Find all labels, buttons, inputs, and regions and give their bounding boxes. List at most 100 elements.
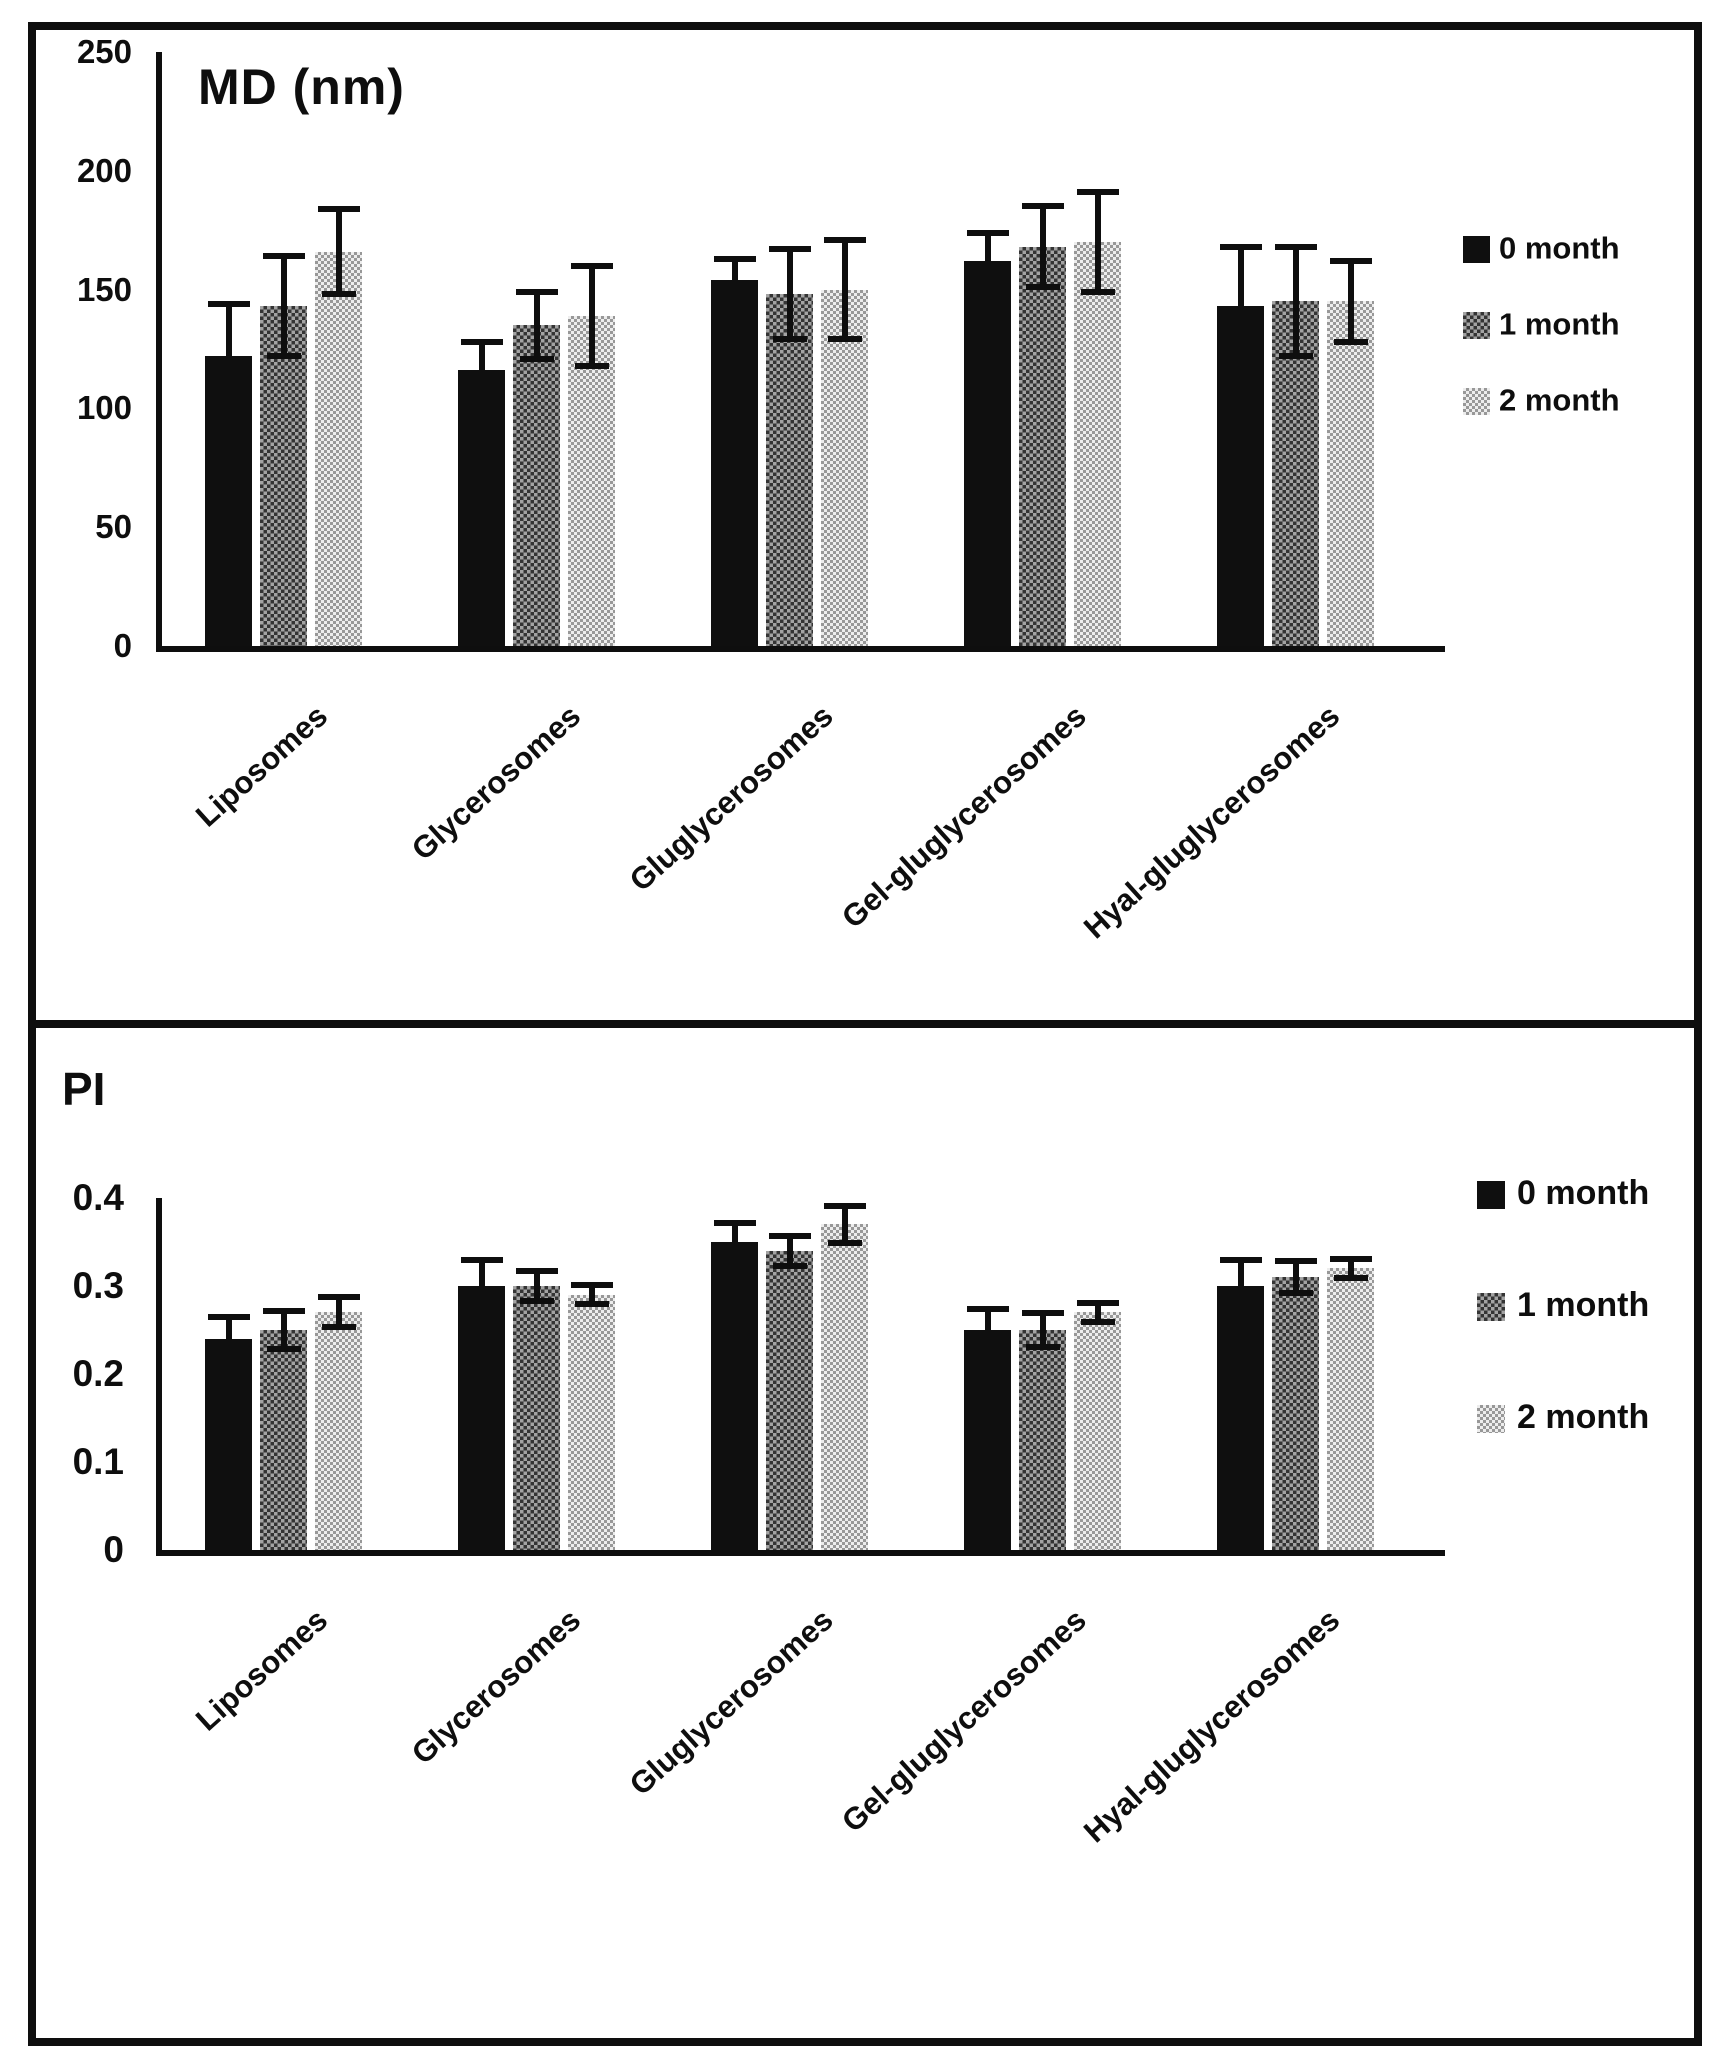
- bar-0month-liposomes: [205, 1338, 252, 1550]
- x-axis-line: [156, 646, 1445, 652]
- error-bar-stem: [280, 1310, 287, 1350]
- y-tick-label: 0: [103, 1529, 124, 1570]
- y-tick-label: 0.2: [72, 1353, 124, 1394]
- y-tick-label: 250: [76, 33, 132, 70]
- md-panel-title: MD (nm): [198, 59, 405, 115]
- bar-2month-glycerosomes: [568, 1294, 615, 1550]
- error-bar-cap-bottom: [574, 1301, 609, 1308]
- bar-2month-hyal-gluglycerosomes: [1327, 301, 1374, 646]
- y-tick-label: 200: [76, 151, 132, 189]
- legend-label-2month: 2 month: [1499, 382, 1620, 418]
- bar-1month-gel-gluglycerosomes: [1019, 246, 1066, 646]
- error-bar-cap-bottom: [772, 1262, 807, 1269]
- error-bar-stem: [1094, 1302, 1101, 1323]
- legend-label-0month: 0 month: [1517, 1173, 1650, 1212]
- bar-2month-gluglycerosomes: [821, 289, 868, 646]
- error-bar-stem: [786, 1235, 793, 1266]
- error-bar-cap-top: [823, 1202, 866, 1209]
- error-bar-cap-top: [966, 1305, 1009, 1312]
- error-bar-cap-bottom: [1333, 338, 1368, 345]
- bar-1month-liposomes: [260, 306, 307, 646]
- error-bar-cap-top: [317, 1294, 360, 1301]
- error-bar-cap-bottom: [266, 353, 301, 360]
- error-bar-stem: [1094, 192, 1101, 292]
- error-bar-cap-top: [1274, 1258, 1317, 1265]
- error-bar-cap-bottom: [1278, 353, 1313, 360]
- bar-0month-gel-gluglycerosomes: [964, 261, 1011, 646]
- bar-0month-gluglycerosomes: [711, 280, 758, 646]
- error-bar-cap-bottom: [1080, 1319, 1115, 1326]
- error-bar-cap-top: [713, 1219, 756, 1226]
- error-bar-cap-bottom: [321, 1324, 356, 1331]
- error-bar-stem: [1292, 246, 1299, 357]
- legend-swatch-0month: [1477, 1181, 1505, 1209]
- legend-label-1month: 1 month: [1499, 306, 1620, 342]
- bar-2month-liposomes: [315, 251, 362, 646]
- y-tick-label: 100: [76, 389, 132, 427]
- error-bar-stem: [335, 1297, 342, 1328]
- error-bar-cap-bottom: [519, 355, 554, 362]
- bar-1month-glycerosomes: [513, 1286, 560, 1550]
- error-bar-cap-top: [515, 1268, 558, 1275]
- error-bar-stem: [1039, 1313, 1046, 1347]
- bar-0month-gluglycerosomes: [711, 1242, 758, 1550]
- error-bar-stem: [786, 249, 793, 340]
- y-tick-label: 0: [113, 627, 132, 664]
- error-bar-stem: [588, 1285, 595, 1305]
- bar-0month-glycerosomes: [458, 370, 505, 646]
- bar-0month-hyal-gluglycerosomes: [1217, 306, 1264, 646]
- error-bar-stem: [984, 232, 991, 262]
- error-bar-cap-top: [460, 1256, 503, 1263]
- figure-border: [28, 22, 1702, 2046]
- error-bar-cap-top: [1076, 189, 1119, 196]
- error-bar-stem: [841, 239, 848, 340]
- error-bar-cap-top: [823, 236, 866, 243]
- bar-2month-gel-gluglycerosomes: [1074, 1312, 1121, 1550]
- error-bar-stem: [841, 1205, 848, 1243]
- error-bar-cap-top: [570, 262, 613, 269]
- error-bar-stem: [1039, 206, 1046, 288]
- legend-label-2month: 2 month: [1517, 1397, 1650, 1436]
- error-bar-stem: [225, 303, 232, 357]
- error-bar-cap-bottom: [1080, 288, 1115, 295]
- bar-0month-hyal-gluglycerosomes: [1217, 1286, 1264, 1550]
- error-bar-cap-top: [207, 300, 250, 307]
- y-axis-line: [156, 52, 162, 646]
- error-bar-cap-top: [1274, 243, 1317, 250]
- error-bar-cap-top: [1219, 1256, 1262, 1263]
- error-bar-stem: [1237, 246, 1244, 307]
- error-bar-cap-top: [1329, 1255, 1372, 1262]
- bar-2month-hyal-gluglycerosomes: [1327, 1268, 1374, 1550]
- error-bar-cap-top: [207, 1313, 250, 1320]
- legend-swatch-0month: [1463, 236, 1490, 263]
- legend-label-1month: 1 month: [1517, 1285, 1650, 1324]
- bar-0month-glycerosomes: [458, 1286, 505, 1550]
- error-bar-cap-top: [768, 1232, 811, 1239]
- error-bar-cap-top: [1021, 203, 1064, 210]
- error-bar-cap-bottom: [1025, 1343, 1060, 1350]
- bar-1month-gel-gluglycerosomes: [1019, 1330, 1066, 1550]
- y-tick-label: 0.1: [72, 1441, 124, 1482]
- error-bar-stem: [1347, 261, 1354, 342]
- error-bar-cap-top: [262, 253, 305, 260]
- error-bar-stem: [533, 291, 540, 359]
- error-bar-stem: [478, 1259, 485, 1286]
- error-bar-cap-top: [713, 255, 756, 262]
- error-bar-cap-top: [1021, 1310, 1064, 1317]
- y-tick-label: 150: [76, 270, 132, 308]
- y-axis-line: [156, 1198, 162, 1550]
- error-bar-stem: [588, 265, 595, 366]
- bar-2month-glycerosomes: [568, 315, 615, 646]
- bar-2month-gel-gluglycerosomes: [1074, 242, 1121, 646]
- legend-swatch-2month: [1477, 1405, 1505, 1433]
- legend-label-0month: 0 month: [1499, 230, 1620, 266]
- error-bar-stem: [731, 1222, 738, 1242]
- bar-1month-gluglycerosomes: [766, 1250, 813, 1550]
- bar-2month-liposomes: [315, 1312, 362, 1550]
- error-bar-cap-top: [1329, 258, 1372, 265]
- error-bar-cap-bottom: [574, 362, 609, 369]
- y-tick-label: 0.4: [72, 1177, 124, 1218]
- panel-divider: [28, 1020, 1702, 1028]
- error-bar-cap-bottom: [827, 1239, 862, 1246]
- error-bar-stem: [984, 1308, 991, 1330]
